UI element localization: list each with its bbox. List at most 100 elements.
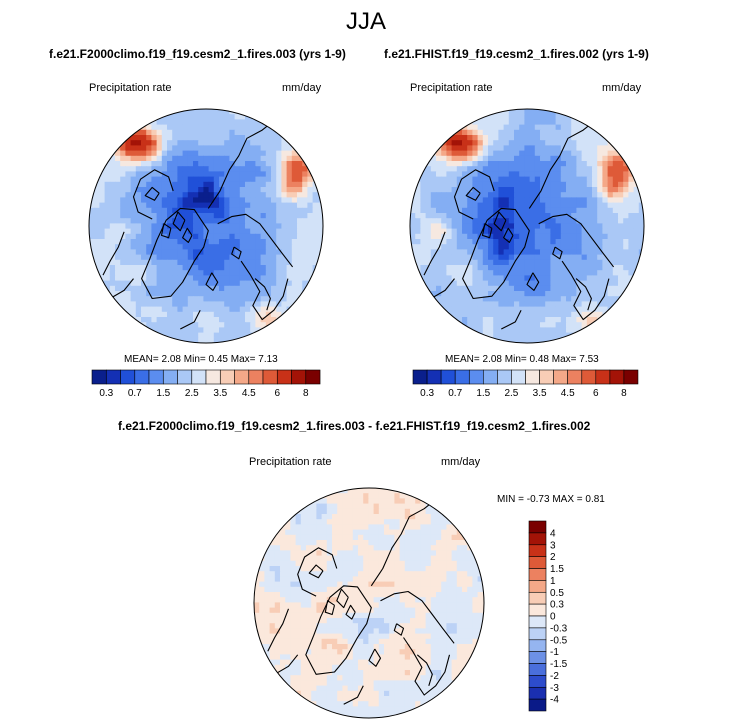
field-cell bbox=[264, 612, 271, 619]
field-cell bbox=[193, 223, 199, 230]
field-cell bbox=[125, 192, 132, 198]
field-cell bbox=[399, 519, 406, 525]
field-cell bbox=[295, 534, 302, 541]
field-cell bbox=[456, 223, 463, 230]
field-cell bbox=[430, 249, 437, 256]
field-cell bbox=[141, 249, 147, 256]
field-cell bbox=[368, 576, 375, 583]
field-cell bbox=[576, 301, 583, 308]
field-cell bbox=[368, 592, 375, 598]
field-cell bbox=[467, 618, 473, 624]
field-cell bbox=[177, 332, 184, 339]
field-cell bbox=[410, 597, 416, 603]
field-cell bbox=[213, 306, 220, 313]
field-cell bbox=[394, 581, 401, 588]
field-cell bbox=[182, 124, 189, 131]
field-cell bbox=[586, 291, 593, 297]
field-cell bbox=[306, 566, 312, 572]
field-cell bbox=[519, 296, 525, 302]
field-cell bbox=[373, 654, 380, 661]
field-cell bbox=[311, 649, 317, 655]
field-cell bbox=[410, 202, 416, 209]
field-cell bbox=[125, 301, 132, 308]
field-cell bbox=[300, 514, 307, 520]
field-cell bbox=[384, 534, 390, 541]
field-cell bbox=[326, 581, 333, 588]
field-cell bbox=[255, 254, 262, 261]
field-cell bbox=[534, 155, 541, 162]
field-cell bbox=[368, 488, 375, 494]
field-cell bbox=[415, 618, 421, 624]
field-cell bbox=[295, 555, 302, 562]
field-cell bbox=[462, 311, 468, 318]
field-cell bbox=[378, 685, 385, 692]
field-cell bbox=[234, 291, 241, 297]
field-cell bbox=[281, 223, 288, 230]
field-cell bbox=[104, 213, 111, 219]
field-cell bbox=[576, 181, 583, 188]
field-cell bbox=[571, 327, 577, 334]
field-cell bbox=[488, 327, 494, 334]
field-cell bbox=[545, 301, 551, 308]
field-cell bbox=[462, 670, 468, 676]
field-cell bbox=[451, 524, 458, 531]
field-cell bbox=[358, 571, 364, 577]
field-cell bbox=[300, 550, 307, 557]
field-cell bbox=[482, 618, 484, 624]
field-cell bbox=[255, 192, 262, 198]
field-cell bbox=[347, 638, 354, 645]
field-cell bbox=[420, 550, 427, 557]
field-cell bbox=[358, 633, 364, 640]
field-cell bbox=[276, 280, 282, 287]
field-cell bbox=[89, 223, 95, 230]
field-cell bbox=[540, 275, 546, 282]
field-cell bbox=[250, 280, 256, 287]
field-cell bbox=[99, 270, 106, 276]
field-cell bbox=[508, 223, 515, 230]
field-cell bbox=[581, 311, 588, 318]
field-cell bbox=[254, 607, 260, 614]
field-cell bbox=[534, 233, 541, 240]
field-cell bbox=[312, 259, 319, 266]
field-cell bbox=[347, 503, 354, 510]
field-cell bbox=[456, 317, 463, 323]
field-cell bbox=[451, 560, 458, 567]
field-cell bbox=[347, 670, 354, 676]
field-cell bbox=[389, 654, 395, 661]
field-cell bbox=[291, 192, 298, 198]
field-cell bbox=[203, 343, 209, 349]
field-cell bbox=[441, 306, 447, 313]
field-cell bbox=[477, 291, 484, 297]
field-cell bbox=[456, 280, 463, 287]
field-cell bbox=[571, 119, 577, 126]
field-cell bbox=[307, 265, 314, 271]
field-cell bbox=[566, 306, 572, 313]
field-cell bbox=[177, 249, 184, 256]
field-cell bbox=[436, 207, 442, 214]
field-cell bbox=[193, 249, 199, 256]
field-cell bbox=[540, 140, 546, 146]
field-cell bbox=[326, 540, 333, 546]
field-cell bbox=[229, 317, 236, 323]
field-cell bbox=[415, 597, 421, 603]
field-cell bbox=[250, 129, 256, 136]
field-cell bbox=[415, 581, 421, 588]
field-cell bbox=[540, 119, 546, 126]
field-cell bbox=[274, 555, 281, 562]
field-cell bbox=[290, 545, 297, 551]
field-cell bbox=[285, 571, 291, 577]
field-cell bbox=[592, 150, 598, 157]
field-cell bbox=[498, 140, 505, 146]
field-cell bbox=[441, 176, 447, 183]
field-cell bbox=[415, 223, 421, 230]
field-cell bbox=[368, 675, 375, 681]
field-cell bbox=[321, 654, 328, 661]
field-cell bbox=[104, 280, 111, 287]
field-cell bbox=[151, 249, 158, 256]
field-cell bbox=[456, 207, 463, 214]
field-cell bbox=[389, 555, 395, 562]
field-cell bbox=[540, 223, 546, 230]
field-cell bbox=[529, 233, 536, 240]
field-cell bbox=[307, 218, 314, 224]
field-cell bbox=[436, 602, 442, 609]
